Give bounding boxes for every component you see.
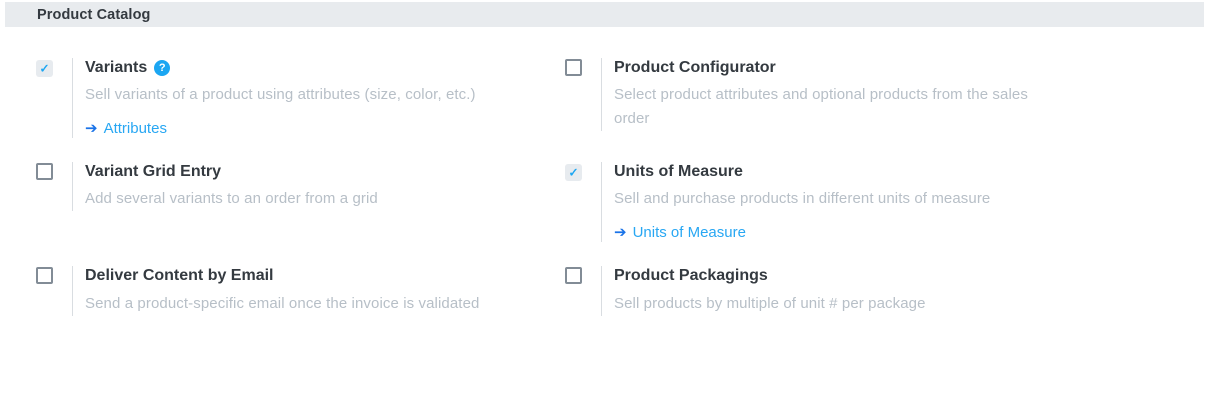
setting-product-packagings: ✓ Product Packagings Sell products by mu… <box>565 266 1179 316</box>
variant-grid-entry-title-row: Variant Grid Entry <box>85 162 565 181</box>
section-header: Product Catalog <box>5 2 1204 27</box>
variants-label: Variants <box>85 59 148 76</box>
section-title: Product Catalog <box>37 6 151 23</box>
units-of-measure-checkbox[interactable]: ✓ <box>565 163 582 181</box>
setting-variants: ✓ Variants ? Sell variants of a product … <box>36 58 565 139</box>
deliver-content-content: Deliver Content by Email Send a product-… <box>72 266 565 316</box>
deliver-content-by-email-checkbox[interactable]: ✓ <box>36 267 53 285</box>
setting-deliver-content-by-email: ✓ Deliver Content by Email Send a produc… <box>36 266 565 316</box>
product-packagings-checkbox-cell: ✓ <box>565 266 601 315</box>
units-of-measure-title-row: Units of Measure <box>614 162 1179 181</box>
units-of-measure-content: Units of Measure Sell and purchase produ… <box>601 162 1179 243</box>
variants-description: Sell variants of a product using attribu… <box>85 86 476 104</box>
setting-product-configurator: ✓ Product Configurator Select product at… <box>565 58 1179 132</box>
variant-grid-entry-label: Variant Grid Entry <box>85 163 222 181</box>
settings-grid: ✓ Variants ? Sell variants of a product … <box>0 27 1209 316</box>
product-packagings-description: Sell products by multiple of unit # per … <box>614 294 926 312</box>
checkmark-icon: ✓ <box>568 165 579 180</box>
variant-grid-entry-checkbox-cell: ✓ <box>36 162 72 211</box>
product-packagings-checkbox[interactable]: ✓ <box>565 267 582 285</box>
product-packagings-content: Product Packagings Sell products by mult… <box>601 266 1179 316</box>
help-icon[interactable]: ? <box>154 59 171 76</box>
checkmark-icon: ✓ <box>39 61 50 76</box>
variants-checkbox[interactable]: ✓ <box>36 59 53 77</box>
arrow-right-icon: ➔ <box>614 224 627 242</box>
product-configurator-label: Product Configurator <box>614 59 776 76</box>
variants-checkbox-cell: ✓ <box>36 58 72 138</box>
units-of-measure-label: Units of Measure <box>614 163 743 181</box>
attributes-link-label: Attributes <box>103 120 167 138</box>
units-of-measure-link-label: Units of Measure <box>632 224 746 242</box>
deliver-content-by-email-label: Deliver Content by Email <box>85 267 274 285</box>
setting-units-of-measure: ✓ Units of Measure Sell and purchase pro… <box>565 162 1179 243</box>
product-configurator-description: Select product attributes and optional p… <box>614 86 1028 128</box>
units-of-measure-checkbox-cell: ✓ <box>565 162 601 242</box>
deliver-content-checkbox-cell: ✓ <box>36 266 72 315</box>
units-of-measure-link[interactable]: ➔ Units of Measure <box>614 224 746 241</box>
product-packagings-title-row: Product Packagings <box>614 266 1179 285</box>
attributes-link[interactable]: ➔ Attributes <box>85 120 167 137</box>
deliver-content-title-row: Deliver Content by Email <box>85 266 565 285</box>
product-configurator-title-row: Product Configurator <box>614 58 1179 77</box>
product-configurator-checkbox[interactable]: ✓ <box>565 59 582 76</box>
arrow-right-icon: ➔ <box>85 120 98 138</box>
variant-grid-entry-content: Variant Grid Entry Add several variants … <box>72 162 565 212</box>
variant-grid-entry-description: Add several variants to an order from a … <box>85 190 378 208</box>
setting-variant-grid-entry: ✓ Variant Grid Entry Add several variant… <box>36 162 565 212</box>
variants-title-row: Variants ? <box>85 58 565 77</box>
product-packagings-label: Product Packagings <box>614 267 768 285</box>
deliver-content-by-email-description: Send a product-specific email once the i… <box>85 294 480 312</box>
units-of-measure-description: Sell and purchase products in different … <box>614 190 991 208</box>
variant-grid-entry-checkbox[interactable]: ✓ <box>36 163 53 181</box>
variants-content: Variants ? Sell variants of a product us… <box>72 58 565 139</box>
product-configurator-content: Product Configurator Select product attr… <box>601 58 1179 132</box>
product-configurator-checkbox-cell: ✓ <box>565 58 601 131</box>
